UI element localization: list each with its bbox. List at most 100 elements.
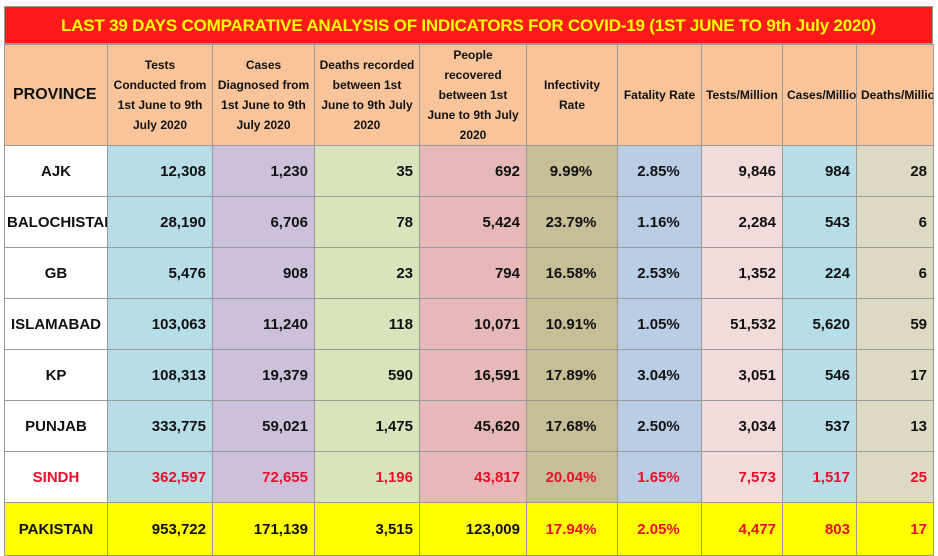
tests-cell: 362,597 [107, 451, 213, 503]
deaths-per-million-cell: 17 [856, 502, 934, 556]
header-infectivity-rate: Infectivity Rate [526, 44, 618, 146]
tests-cell: 108,313 [107, 349, 213, 401]
header-deaths-per-million: Deaths/Million [856, 44, 934, 146]
header-tests-per-million: Tests/Million [701, 44, 783, 146]
deaths-per-million-cell: 28 [856, 145, 934, 197]
cases-cell: 171,139 [212, 502, 315, 556]
cases-per-million-cell: 543 [782, 196, 857, 248]
infectivity-cell: 10.91% [526, 298, 618, 350]
tests-cell: 103,063 [107, 298, 213, 350]
tests-per-million-cell: 7,573 [701, 451, 783, 503]
cases-per-million-cell: 5,620 [782, 298, 857, 350]
cases-per-million-cell: 224 [782, 247, 857, 299]
cases-cell: 11,240 [212, 298, 315, 350]
recovered-cell: 5,424 [419, 196, 527, 248]
recovered-cell: 123,009 [419, 502, 527, 556]
deaths-cell: 23 [314, 247, 420, 299]
indicators-table: PROVINCE Tests Conducted from 1st June t… [4, 44, 934, 556]
table-row: SINDH 362,597 72,655 1,196 43,817 20.04%… [4, 451, 934, 503]
tests-cell: 333,775 [107, 400, 213, 452]
fatality-cell: 2.85% [617, 145, 702, 197]
infectivity-cell: 20.04% [526, 451, 618, 503]
deaths-cell: 1,196 [314, 451, 420, 503]
recovered-cell: 43,817 [419, 451, 527, 503]
fatality-cell: 2.50% [617, 400, 702, 452]
fatality-cell: 1.05% [617, 298, 702, 350]
recovered-cell: 10,071 [419, 298, 527, 350]
infectivity-cell: 17.68% [526, 400, 618, 452]
tests-per-million-cell: 2,284 [701, 196, 783, 248]
tests-cell: 28,190 [107, 196, 213, 248]
table-row: AJK 12,308 1,230 35 692 9.99% 2.85% 9,84… [4, 145, 934, 197]
deaths-cell: 590 [314, 349, 420, 401]
header-people-recovered: People recovered between 1st June to 9th… [419, 44, 527, 146]
cases-cell: 72,655 [212, 451, 315, 503]
cases-per-million-cell: 984 [782, 145, 857, 197]
tests-per-million-cell: 3,034 [701, 400, 783, 452]
fatality-cell: 1.65% [617, 451, 702, 503]
tests-cell: 953,722 [107, 502, 213, 556]
cases-cell: 59,021 [212, 400, 315, 452]
deaths-cell: 3,515 [314, 502, 420, 556]
deaths-cell: 118 [314, 298, 420, 350]
header-deaths-recorded: Deaths recorded between 1st June to 9th … [314, 44, 420, 146]
deaths-per-million-cell: 59 [856, 298, 934, 350]
province-cell: BALOCHISTAN [4, 196, 108, 248]
cases-cell: 1,230 [212, 145, 315, 197]
recovered-cell: 16,591 [419, 349, 527, 401]
recovered-cell: 794 [419, 247, 527, 299]
province-cell: PAKISTAN [4, 502, 108, 556]
fatality-cell: 3.04% [617, 349, 702, 401]
cases-cell: 19,379 [212, 349, 315, 401]
cases-cell: 908 [212, 247, 315, 299]
province-cell: AJK [4, 145, 108, 197]
table-row: GB 5,476 908 23 794 16.58% 2.53% 1,352 2… [4, 247, 934, 299]
header-row: PROVINCE Tests Conducted from 1st June t… [4, 44, 934, 146]
province-cell: PUNJAB [4, 400, 108, 452]
deaths-cell: 78 [314, 196, 420, 248]
cases-per-million-cell: 1,517 [782, 451, 857, 503]
province-cell: ISLAMABAD [4, 298, 108, 350]
tests-per-million-cell: 4,477 [701, 502, 783, 556]
deaths-per-million-cell: 13 [856, 400, 934, 452]
tests-per-million-cell: 9,846 [701, 145, 783, 197]
infectivity-cell: 17.89% [526, 349, 618, 401]
province-cell: SINDH [4, 451, 108, 503]
tests-cell: 12,308 [107, 145, 213, 197]
fatality-cell: 2.53% [617, 247, 702, 299]
table-title: LAST 39 DAYS COMPARATIVE ANALYSIS OF IND… [4, 6, 933, 44]
header-cases-diagnosed: Cases Diagnosed from 1st June to 9th Jul… [212, 44, 315, 146]
province-cell: GB [4, 247, 108, 299]
fatality-cell: 2.05% [617, 502, 702, 556]
covid-analysis-table-wrapper: LAST 39 DAYS COMPARATIVE ANALYSIS OF IND… [4, 6, 934, 556]
deaths-per-million-cell: 25 [856, 451, 934, 503]
infectivity-cell: 23.79% [526, 196, 618, 248]
deaths-per-million-cell: 6 [856, 247, 934, 299]
deaths-per-million-cell: 6 [856, 196, 934, 248]
cases-per-million-cell: 546 [782, 349, 857, 401]
cases-cell: 6,706 [212, 196, 315, 248]
header-fatality-rate: Fatality Rate [617, 44, 702, 146]
province-cell: KP [4, 349, 108, 401]
infectivity-cell: 9.99% [526, 145, 618, 197]
tests-cell: 5,476 [107, 247, 213, 299]
fatality-cell: 1.16% [617, 196, 702, 248]
tests-per-million-cell: 3,051 [701, 349, 783, 401]
table-row: KP 108,313 19,379 590 16,591 17.89% 3.04… [4, 349, 934, 401]
table-row: PUNJAB 333,775 59,021 1,475 45,620 17.68… [4, 400, 934, 452]
deaths-cell: 1,475 [314, 400, 420, 452]
deaths-per-million-cell: 17 [856, 349, 934, 401]
table-row: BALOCHISTAN 28,190 6,706 78 5,424 23.79%… [4, 196, 934, 248]
infectivity-cell: 17.94% [526, 502, 618, 556]
recovered-cell: 45,620 [419, 400, 527, 452]
header-tests-conducted: Tests Conducted from 1st June to 9th Jul… [107, 44, 213, 146]
header-province: PROVINCE [4, 44, 108, 146]
recovered-cell: 692 [419, 145, 527, 197]
infectivity-cell: 16.58% [526, 247, 618, 299]
deaths-cell: 35 [314, 145, 420, 197]
total-row: PAKISTAN 953,722 171,139 3,515 123,009 1… [4, 502, 934, 556]
cases-per-million-cell: 803 [782, 502, 857, 556]
tests-per-million-cell: 1,352 [701, 247, 783, 299]
header-cases-per-million: Cases/Million [782, 44, 857, 146]
tests-per-million-cell: 51,532 [701, 298, 783, 350]
